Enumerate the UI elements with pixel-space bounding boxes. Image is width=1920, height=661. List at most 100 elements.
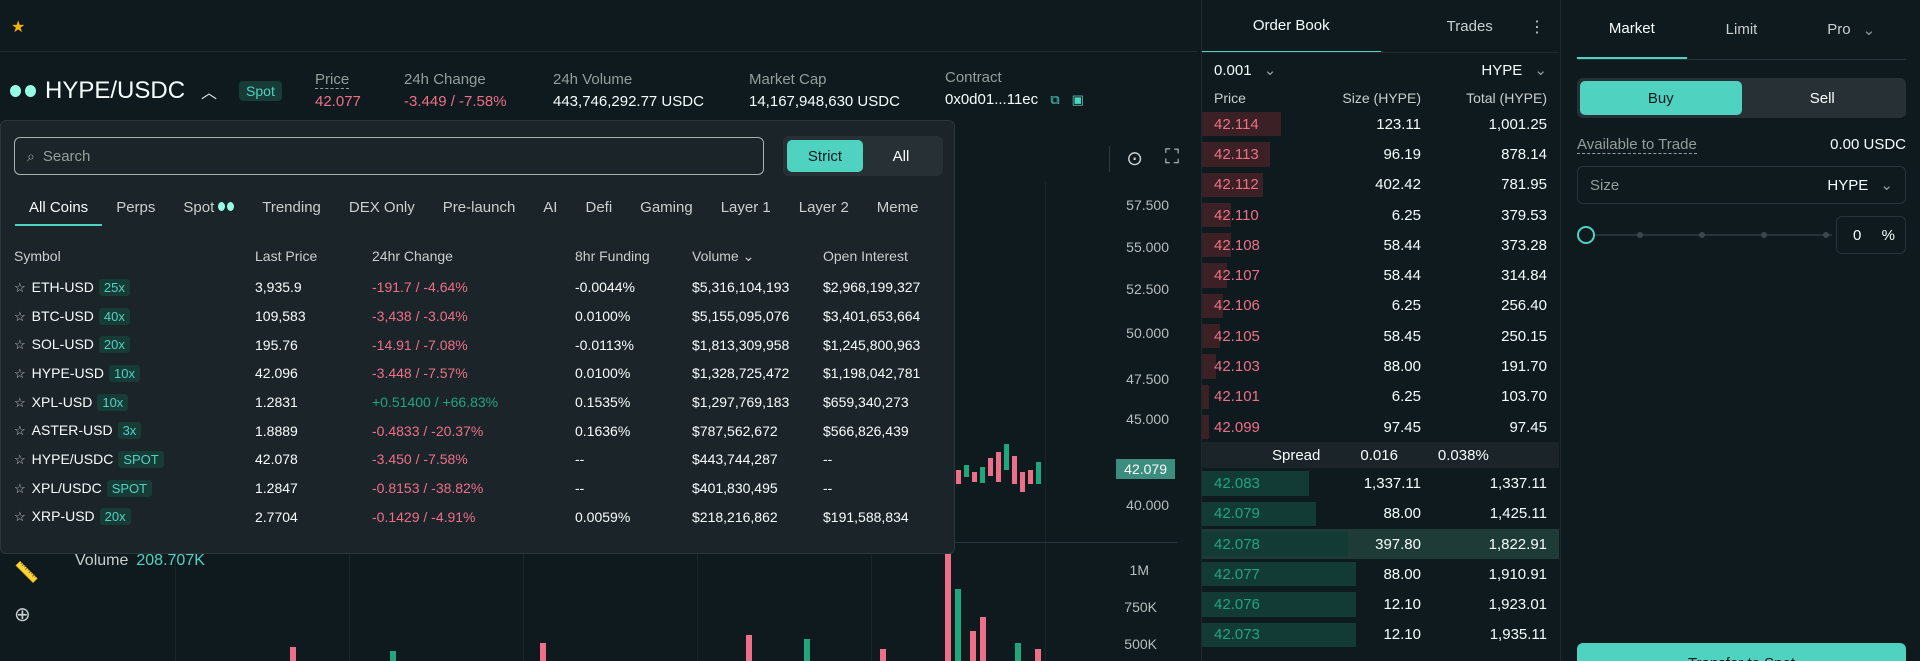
ruler-icon[interactable]: 📏 xyxy=(14,562,39,584)
star-icon[interactable]: ☆ xyxy=(14,337,26,353)
tab-market[interactable]: Market xyxy=(1577,0,1687,59)
tab-all-coins[interactable]: All Coins xyxy=(15,199,103,226)
star-icon[interactable]: ☆ xyxy=(14,451,26,467)
transfer-button[interactable]: Transfer to Spot xyxy=(1577,643,1906,661)
table-row[interactable]: ☆ XPL-USD 10x 1.2831 +0.51400 / +66.83% 0.153… xyxy=(14,388,943,417)
col-open-interest[interactable]: Open Interest xyxy=(823,248,908,264)
ask-level[interactable]: 42.107 58.44 314.84 xyxy=(1202,260,1559,290)
price-tick: 55.000 xyxy=(1126,239,1169,255)
bid-level[interactable]: 42.073 12.10 1,935.11 xyxy=(1202,620,1559,650)
pair-selector[interactable]: HYPE/USDC ︿ Spot xyxy=(10,77,282,105)
tab-gaming[interactable]: Gaming xyxy=(640,199,693,216)
tab-trades[interactable]: Trades xyxy=(1446,17,1493,35)
col-change[interactable]: 24hr Change xyxy=(372,248,453,264)
table-row[interactable]: ☆ XPL/USDC SPOT 1.2847 -0.8153 / -38.82% -- $4… xyxy=(14,474,943,503)
size-slider-row: 0 % xyxy=(1577,216,1906,254)
star-icon[interactable]: ☆ xyxy=(14,480,26,496)
percent-input[interactable]: 0 % xyxy=(1836,216,1906,254)
table-row[interactable]: ☆ HYPE-USD 10x 42.096 -3.448 / -7.57% 0.0100%… xyxy=(14,359,943,388)
stat-market-cap: Market Cap 14,167,948,630 USDC xyxy=(749,71,900,110)
star-icon[interactable]: ☆ xyxy=(14,394,26,410)
trade-panel: Market Limit Pro ⌄ Buy Sell Available to … xyxy=(1560,0,1920,661)
ask-level[interactable]: 42.112 402.42 781.95 xyxy=(1202,170,1559,200)
tab-pre-launch[interactable]: Pre-launch xyxy=(442,199,516,216)
size-slider[interactable] xyxy=(1577,225,1832,245)
markets-table: Symbol Last Price 24hr Change 8hr Fundin… xyxy=(14,247,943,531)
unit-select[interactable]: HYPE ⌄ xyxy=(1481,62,1547,79)
stat-change: 24h Change -3.449 / -7.58% xyxy=(404,71,507,110)
star-icon[interactable]: ☆ xyxy=(14,279,26,295)
tab-perps[interactable]: Perps xyxy=(116,199,156,216)
table-row[interactable]: ☆ SOL-USD 20x 195.76 -14.91 / -7.08% -0.0113%… xyxy=(14,330,943,359)
ask-level[interactable]: 42.106 6.25 256.40 xyxy=(1202,291,1559,321)
ask-level[interactable]: 42.110 6.25 379.53 xyxy=(1202,200,1559,230)
tab-meme[interactable]: Meme xyxy=(876,199,919,216)
bid-level[interactable]: 42.077 88.00 1,910.91 xyxy=(1202,559,1559,589)
open-interest: $191,588,834 xyxy=(823,508,909,525)
tab-defi[interactable]: Defi xyxy=(585,199,613,216)
ask-level[interactable]: 42.099 97.45 97.45 xyxy=(1202,412,1559,442)
open-interest: -- xyxy=(823,451,833,468)
search-input[interactable] xyxy=(42,147,723,165)
bid-level[interactable]: 42.079 88.00 1,425.11 xyxy=(1202,499,1559,529)
tick-size-select[interactable]: 0.001 ⌄ xyxy=(1214,62,1277,79)
ask-level[interactable]: 42.105 58.45 250.15 xyxy=(1202,321,1559,351)
col-volume[interactable]: Volume ⌄ xyxy=(692,247,755,264)
bid-level[interactable]: 42.083 1,337.11 1,337.11 xyxy=(1202,468,1559,498)
level-total: 97.45 xyxy=(1509,418,1547,436)
buy-button[interactable]: Buy xyxy=(1580,81,1742,115)
tab-dex-only[interactable]: DEX Only xyxy=(348,199,415,216)
tab-layer-1[interactable]: Layer 1 xyxy=(720,199,771,216)
tab-order-book[interactable]: Order Book xyxy=(1202,0,1381,52)
ask-level[interactable]: 42.108 58.44 373.28 xyxy=(1202,230,1559,260)
volume: $5,155,095,076 xyxy=(692,308,790,325)
star-icon[interactable]: ☆ xyxy=(14,308,26,324)
all-button[interactable]: All xyxy=(892,147,910,165)
size-unit-select[interactable]: HYPE ⌄ xyxy=(1827,177,1893,194)
tab-spot[interactable]: Spot xyxy=(169,199,248,226)
table-row[interactable]: ☆ ETH-USD 25x 3,935.9 -191.7 / -4.64% -0.0044… xyxy=(14,273,943,302)
search-box[interactable]: ⌕ xyxy=(14,137,764,175)
tab-layer-2[interactable]: Layer 2 xyxy=(798,199,849,216)
col-last-price[interactable]: Last Price xyxy=(255,248,318,264)
volume-tick: 750K xyxy=(1124,599,1157,615)
indicator-icon[interactable]: ⊙ xyxy=(1126,148,1143,170)
more-options-icon[interactable]: ⋮ xyxy=(1529,19,1545,36)
star-icon[interactable]: ☆ xyxy=(14,365,26,381)
zoom-in-icon[interactable]: ⊕ xyxy=(14,604,31,626)
table-row[interactable]: ☆ HYPE/USDC SPOT 42.078 -3.450 / -7.58% -- $44… xyxy=(14,445,943,474)
wallet-icon[interactable]: ▣ xyxy=(1071,92,1084,108)
table-row[interactable]: ☆ ASTER-USD 3x 1.8889 -0.4833 / -20.37% 0.163… xyxy=(14,416,943,445)
ask-level[interactable]: 42.101 6.25 103.70 xyxy=(1202,382,1559,412)
strict-button[interactable]: Strict xyxy=(787,140,863,172)
level-size: 96.19 xyxy=(1383,145,1421,163)
fullscreen-icon[interactable]: ⛶ xyxy=(1165,146,1179,168)
leverage-badge: 10x xyxy=(109,364,140,382)
bid-level[interactable]: 42.078 397.80 1,822.91 xyxy=(1202,528,1559,560)
chevron-up-icon[interactable]: ︿ xyxy=(201,85,218,102)
star-icon[interactable]: ☆ xyxy=(14,423,26,439)
level-total: 191.70 xyxy=(1501,358,1547,376)
tab-trending[interactable]: Trending xyxy=(262,199,321,216)
symbol: XPL/USDC xyxy=(31,479,102,496)
tab-pro[interactable]: Pro ⌄ xyxy=(1827,21,1876,39)
ask-level[interactable]: 42.103 88.00 191.70 xyxy=(1202,351,1559,381)
size-input[interactable]: Size HYPE ⌄ xyxy=(1577,166,1906,204)
volume: $787,562,672 xyxy=(692,422,778,439)
col-funding[interactable]: 8hr Funding xyxy=(575,248,650,264)
favorite-star-icon[interactable]: ★ xyxy=(11,19,26,36)
sell-button[interactable]: Sell xyxy=(1809,89,1835,107)
ask-level[interactable]: 42.113 96.19 878.14 xyxy=(1202,139,1559,169)
tab-ai[interactable]: AI xyxy=(543,199,558,216)
chevron-down-icon: ⌄ xyxy=(1534,62,1547,79)
col-symbol[interactable]: Symbol xyxy=(14,248,61,264)
table-row[interactable]: ☆ BTC-USD 40x 109,583 -3,438 / -3.04% 0.0100%… xyxy=(14,302,943,331)
star-icon[interactable]: ☆ xyxy=(14,509,26,525)
tab-limit[interactable]: Limit xyxy=(1725,21,1758,38)
external-link-icon[interactable]: ⧉ xyxy=(1050,92,1060,108)
slider-handle[interactable] xyxy=(1577,226,1595,244)
ask-level[interactable]: 42.114 123.11 1,001.25 xyxy=(1202,109,1559,139)
contract-value[interactable]: 0x0d01...11ec xyxy=(945,91,1039,108)
table-row[interactable]: ☆ XRP-USD 20x 2.7704 -0.1429 / -4.91% 0.0059%… xyxy=(14,503,943,532)
bid-level[interactable]: 42.076 12.10 1,923.01 xyxy=(1202,589,1559,619)
